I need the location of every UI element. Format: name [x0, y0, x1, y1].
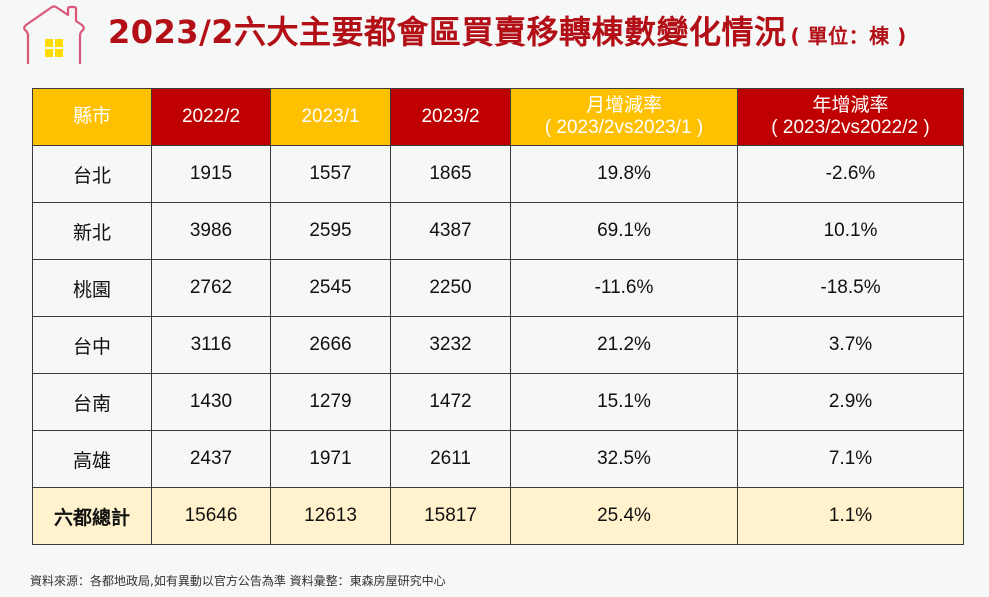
total-value-cell: 15646: [151, 487, 271, 545]
col-header-mom: 月增減率( 2023/2vs2023/1 ): [510, 88, 738, 146]
total-label-cell: 六都總計: [32, 487, 152, 545]
value-cell: 2250: [390, 259, 511, 317]
mom-cell: 21.2%: [510, 316, 738, 374]
yoy-cell: 2.9%: [737, 373, 964, 431]
unit-label: ( 單位：棟 ): [790, 24, 907, 48]
yoy-cell: 10.1%: [737, 202, 964, 260]
city-cell: 台南: [32, 373, 152, 431]
value-cell: 2437: [151, 430, 271, 488]
col-header-city: 縣市: [32, 88, 152, 146]
value-cell: 2762: [151, 259, 271, 317]
mom-cell: 32.5%: [510, 430, 738, 488]
value-cell: 2595: [270, 202, 391, 260]
transfer-table: 縣市 2022/2 2023/1 2023/2 月增減率( 2023/2vs20…: [32, 88, 964, 545]
total-value-cell: 15817: [390, 487, 511, 545]
table-row: 台北 1915 1557 1865 19.8% -2.6%: [32, 145, 964, 203]
yoy-cell: -2.6%: [737, 145, 964, 203]
yoy-cell: 3.7%: [737, 316, 964, 374]
value-cell: 2545: [270, 259, 391, 317]
yoy-cell: -18.5%: [737, 259, 964, 317]
value-cell: 3986: [151, 202, 271, 260]
value-cell: 1472: [390, 373, 511, 431]
value-cell: 1557: [270, 145, 391, 203]
col-header-2022-2: 2022/2: [151, 88, 271, 146]
yoy-cell: 7.1%: [737, 430, 964, 488]
value-cell: 1865: [390, 145, 511, 203]
table-row: 台南 1430 1279 1472 15.1% 2.9%: [32, 373, 964, 431]
value-cell: 3232: [390, 316, 511, 374]
table-row: 新北 3986 2595 4387 69.1% 10.1%: [32, 202, 964, 260]
value-cell: 1971: [270, 430, 391, 488]
city-cell: 桃園: [32, 259, 152, 317]
total-yoy-cell: 1.1%: [737, 487, 964, 545]
value-cell: 1430: [151, 373, 271, 431]
value-cell: 2611: [390, 430, 511, 488]
value-cell: 1915: [151, 145, 271, 203]
total-row: 六都總計 15646 12613 15817 25.4% 1.1%: [32, 487, 964, 545]
value-cell: 4387: [390, 202, 511, 260]
col-header-2023-1: 2023/1: [270, 88, 391, 146]
table-row: 桃園 2762 2545 2250 -11.6% -18.5%: [32, 259, 964, 317]
table-row: 台中 3116 2666 3232 21.2% 3.7%: [32, 316, 964, 374]
title-text: 2023/2六大主要都會區買賣移轉棟數變化情況: [108, 13, 787, 51]
table-row: 高雄 2437 1971 2611 32.5% 7.1%: [32, 430, 964, 488]
mom-cell: 15.1%: [510, 373, 738, 431]
col-header-2023-2: 2023/2: [390, 88, 511, 146]
col-header-yoy: 年增減率( 2023/2vs2022/2 ): [737, 88, 964, 146]
value-cell: 1279: [270, 373, 391, 431]
table-header-row: 縣市 2022/2 2023/1 2023/2 月增減率( 2023/2vs20…: [32, 88, 964, 146]
total-mom-cell: 25.4%: [510, 487, 738, 545]
city-cell: 新北: [32, 202, 152, 260]
value-cell: 2666: [270, 316, 391, 374]
page-title: 2023/2六大主要都會區買賣移轉棟數變化情況( 單位：棟 ): [108, 12, 907, 56]
mom-cell: -11.6%: [510, 259, 738, 317]
title-bar: 2023/2六大主要都會區買賣移轉棟數變化情況( 單位：棟 ): [0, 0, 989, 72]
mom-cell: 69.1%: [510, 202, 738, 260]
total-value-cell: 12613: [270, 487, 391, 545]
source-footnote: 資料來源：各都地政局,如有異動以官方公告為準 資料彙整：東森房屋研究中心: [30, 574, 446, 588]
city-cell: 高雄: [32, 430, 152, 488]
mom-cell: 19.8%: [510, 145, 738, 203]
value-cell: 3116: [151, 316, 271, 374]
city-cell: 台北: [32, 145, 152, 203]
house-icon: [23, 5, 85, 64]
city-cell: 台中: [32, 316, 152, 374]
